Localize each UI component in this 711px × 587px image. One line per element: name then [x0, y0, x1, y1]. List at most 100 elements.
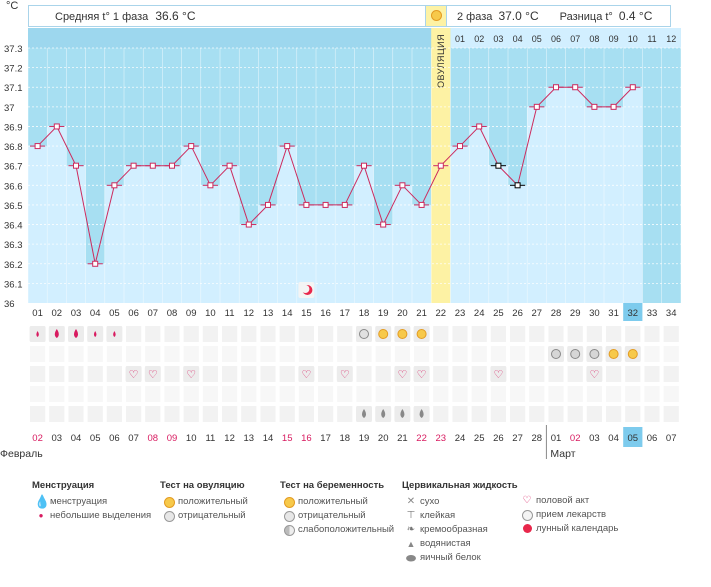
marker-cell [68, 346, 84, 362]
marker-cell [202, 386, 218, 402]
marker-cell [279, 406, 295, 422]
marker-cell [606, 386, 622, 402]
calendar-date: 05 [628, 433, 639, 444]
marker-cell [126, 386, 142, 402]
temperature-point [591, 103, 598, 110]
marker-cell [87, 366, 103, 382]
moon-icon-shadow [301, 285, 310, 293]
cycle-day-number: 10 [205, 308, 216, 319]
top-day-number: 11 [647, 34, 656, 44]
marker-cell [510, 346, 526, 362]
calendar-date: 18 [340, 433, 351, 444]
top-day-number: 03 [493, 34, 503, 44]
temperature-point [457, 143, 463, 150]
y-tick-label: 37 [4, 103, 15, 114]
marker-cell [106, 406, 122, 422]
calendar-date: 09 [167, 433, 178, 444]
temperature-point [361, 162, 367, 169]
marker-cell [548, 326, 564, 342]
legend-label: яичный белок [420, 552, 481, 563]
cycle-day-number: 24 [474, 308, 485, 319]
temperature-point [92, 260, 99, 267]
heart-icon: ♡ [186, 368, 196, 381]
sun-icon [608, 349, 619, 359]
heart-icon: ♡ [397, 368, 407, 381]
legend-item: лунный календарь [518, 522, 618, 536]
marker-cell [337, 406, 353, 422]
temperature-point [245, 221, 252, 228]
marker-cell [644, 406, 660, 422]
marker-cell [87, 346, 103, 362]
cycle-day-number: 05 [109, 308, 120, 319]
marker-cell [356, 346, 372, 362]
marker-cell [241, 346, 257, 362]
legend-item: положительный [160, 495, 248, 509]
temperature-point [111, 182, 118, 189]
marker-cell [298, 326, 314, 342]
temperature-bar [335, 204, 355, 303]
marker-cell [356, 366, 372, 382]
marker-cell [298, 386, 314, 402]
marker-cell [606, 366, 622, 382]
marker-cell [260, 406, 276, 422]
current-day-highlight [623, 303, 643, 321]
cycle-day-number: 25 [493, 308, 504, 319]
marker-cell [260, 386, 276, 402]
legend-item: ⬬ яичный белок [402, 551, 518, 565]
diff-label: Разница t° [559, 11, 613, 23]
legend-item: ⊤ клейкая [402, 509, 518, 523]
marker-cell [490, 386, 506, 402]
calendar-date: 12 [224, 433, 235, 444]
temperature-point [34, 143, 41, 150]
calendar-date: 03 [589, 433, 600, 444]
bbt-chart: 01 02 03 04 05 06 07 08 09 10 11 12 ОВУЛЯЦИЯ 37.3 37.2… [0, 28, 681, 460]
temperature-bar [200, 185, 220, 303]
y-tick-label: 36.4 [4, 221, 23, 232]
top-day-number: 02 [474, 34, 484, 44]
marker-cell [241, 326, 257, 342]
current-date-highlight [623, 427, 643, 447]
marker-cell [106, 366, 122, 382]
cycle-day-number: 04 [90, 308, 101, 319]
top-day-number: 10 [628, 34, 638, 44]
heart-icon: ♡ [129, 368, 139, 381]
marker-cell [433, 386, 449, 402]
legend-title: Менструация [32, 480, 95, 491]
intercourse-tile [413, 366, 430, 382]
legend-label: кремообразная [420, 524, 488, 535]
top-day-number: 06 [551, 34, 561, 44]
temperature-point [53, 123, 60, 130]
legend-pregnancy-test: Тест на беременность положительный отриц… [280, 480, 394, 537]
marker-cell [452, 346, 468, 362]
temperature-bar [47, 126, 67, 303]
marker-cell [567, 386, 583, 402]
legend-item: ● небольшие выделения [32, 509, 152, 523]
legend-label: отрицательный [298, 510, 366, 521]
marker-cell [471, 406, 487, 422]
marker-cell [145, 386, 161, 402]
calendar-date: 04 [608, 433, 619, 444]
marker-cell [394, 386, 410, 402]
cream-icon: ❧ [406, 524, 416, 535]
legend-label: положительный [178, 496, 248, 507]
legend-item: ❧ кремообразная [402, 523, 518, 537]
marker-cell [145, 326, 161, 342]
marker-cell [356, 386, 372, 402]
y-tick-label: 36.1 [4, 279, 23, 290]
marker-cell [625, 366, 641, 382]
marker-cell [644, 366, 660, 382]
calendar-date: 06 [109, 433, 120, 444]
marker-cell [164, 346, 180, 362]
legend-title: Цервикальная жидкость [402, 480, 518, 491]
calendar-date: 24 [455, 433, 466, 444]
intercourse-tile [586, 366, 603, 382]
calendar-date: 04 [71, 433, 82, 444]
intercourse-tile [336, 366, 353, 382]
temperature-point [188, 143, 195, 150]
temperature-bar [162, 165, 182, 303]
intercourse-tile [183, 366, 200, 382]
egg-icon: ⬬ [405, 551, 417, 565]
marker-cell [510, 406, 526, 422]
marker-cell [202, 406, 218, 422]
temperature-point [610, 103, 617, 110]
